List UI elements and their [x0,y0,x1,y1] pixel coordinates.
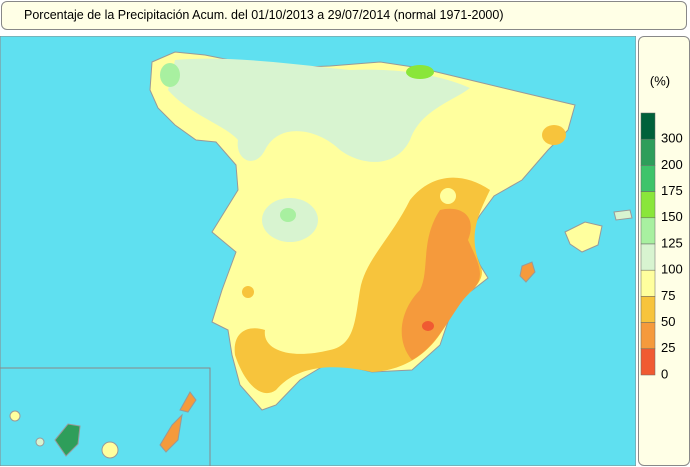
legend-label: 50 [661,314,675,329]
legend-swatch [640,191,656,219]
legend-label: 100 [661,262,683,277]
legend: (%) 300 200 175 150 125 100 75 50 25 0 [638,36,690,466]
canary-island [159,413,183,453]
dry-spot [422,321,434,331]
legend-swatch [640,322,656,350]
legend-label: 150 [661,209,683,224]
dry-spot [542,125,566,145]
legend-swatch [640,296,656,323]
mallorca [564,221,603,253]
ibiza [519,261,536,283]
legend-swatch [640,243,656,271]
map [0,36,636,466]
legend-label: 125 [661,235,683,250]
canary-island [9,410,21,422]
wet-spot [160,63,180,87]
legend-unit: (%) [650,73,670,88]
legend-swatch [640,138,656,166]
legend-label: 175 [661,183,683,198]
legend-swatch [640,112,656,140]
legend-label: 75 [661,288,675,303]
wet-spot [280,208,296,222]
legend-label: 300 [661,131,683,146]
spot [440,188,456,204]
legend-label: 200 [661,157,683,172]
canary-island [101,441,119,459]
canary-island [35,437,45,447]
menorca [613,209,633,221]
legend-scale: (%) 300 200 175 150 125 100 75 50 25 0 [640,73,683,381]
wet-north [168,58,470,162]
legend-swatch [640,165,656,192]
legend-swatch [640,269,656,297]
legend-swatch [640,217,656,245]
canary-island [179,391,197,413]
title: Porcentaje de la Precipitación Acum. del… [1,1,687,30]
canarias-inset [0,367,211,466]
canary-island [54,423,81,457]
legend-label: 25 [661,340,675,355]
legend-label: 0 [661,366,668,381]
wet-spot [406,65,434,79]
dry-orange [401,208,480,360]
legend-swatch [640,348,656,376]
dry-spot [242,286,254,298]
